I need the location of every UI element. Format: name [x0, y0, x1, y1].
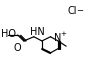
Text: O: O	[14, 43, 22, 53]
Text: Cl: Cl	[68, 6, 77, 16]
Text: −: −	[76, 6, 83, 15]
Text: +: +	[61, 31, 66, 37]
Text: HO: HO	[1, 29, 16, 39]
Text: N: N	[54, 33, 61, 43]
Text: HN: HN	[30, 27, 45, 37]
